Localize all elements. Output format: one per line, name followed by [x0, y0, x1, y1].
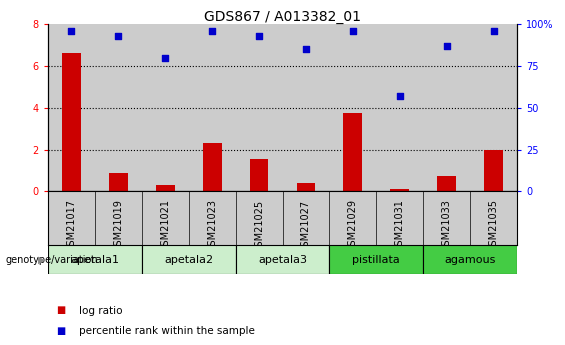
- Bar: [344, 113, 362, 191]
- Text: GSM21025: GSM21025: [254, 199, 264, 253]
- Point: [67, 28, 76, 33]
- Point: [114, 33, 123, 39]
- Point: [208, 28, 217, 33]
- Bar: [48, 245, 142, 274]
- Text: apetala2: apetala2: [164, 255, 213, 265]
- Text: GSM21027: GSM21027: [301, 199, 311, 253]
- Bar: [48, 24, 95, 191]
- Bar: [423, 245, 517, 274]
- Point: [255, 33, 264, 39]
- Text: ■: ■: [56, 306, 66, 315]
- Bar: [142, 24, 189, 191]
- Bar: [470, 24, 517, 191]
- Bar: [236, 24, 282, 191]
- Text: GDS867 / A013382_01: GDS867 / A013382_01: [204, 10, 361, 24]
- Text: apetala3: apetala3: [258, 255, 307, 265]
- Bar: [109, 172, 128, 191]
- Bar: [95, 24, 142, 191]
- Text: GSM21033: GSM21033: [442, 199, 451, 253]
- Bar: [250, 159, 268, 191]
- Bar: [329, 24, 376, 191]
- Text: percentile rank within the sample: percentile rank within the sample: [79, 326, 255, 336]
- Text: genotype/variation: genotype/variation: [6, 255, 98, 265]
- Point: [302, 47, 311, 52]
- Bar: [203, 144, 221, 191]
- Point: [161, 55, 170, 60]
- Text: GSM21035: GSM21035: [489, 199, 498, 253]
- Bar: [390, 189, 409, 191]
- Text: GSM21023: GSM21023: [207, 199, 217, 253]
- Bar: [437, 176, 456, 191]
- Text: ■: ■: [56, 326, 66, 336]
- Text: GSM21031: GSM21031: [395, 199, 405, 253]
- Point: [489, 28, 498, 33]
- Point: [349, 28, 358, 33]
- Text: agamous: agamous: [445, 255, 496, 265]
- Text: log ratio: log ratio: [79, 306, 123, 315]
- Point: [442, 43, 451, 49]
- Text: GSM21017: GSM21017: [67, 199, 76, 253]
- Bar: [484, 150, 503, 191]
- Bar: [297, 183, 315, 191]
- Text: ▶: ▶: [38, 255, 45, 265]
- Bar: [156, 185, 175, 191]
- Point: [396, 93, 405, 99]
- Bar: [62, 53, 81, 191]
- Text: GSM21029: GSM21029: [348, 199, 358, 253]
- Bar: [282, 24, 329, 191]
- Bar: [376, 24, 423, 191]
- Bar: [189, 24, 236, 191]
- Bar: [142, 245, 236, 274]
- Text: apetala1: apetala1: [71, 255, 119, 265]
- Bar: [236, 245, 329, 274]
- Text: GSM21021: GSM21021: [160, 199, 170, 253]
- Bar: [423, 24, 470, 191]
- Text: GSM21019: GSM21019: [114, 199, 123, 253]
- Bar: [329, 245, 423, 274]
- Text: pistillata: pistillata: [353, 255, 400, 265]
